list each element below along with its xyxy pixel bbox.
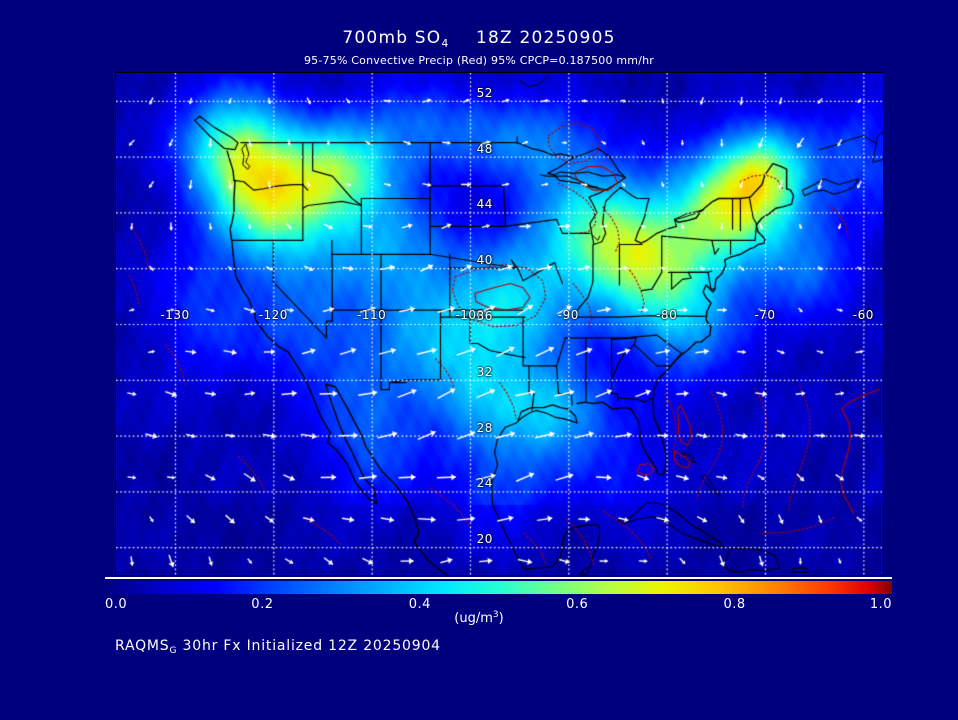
colorbar-tick-4: 0.8 [723, 597, 746, 612]
colorbar-tick-0: 0.0 [105, 597, 128, 612]
colorbar-tick-1: 0.2 [251, 597, 274, 612]
colorbar: 0.0 0.2 0.4 0.6 0.8 1.0 [105, 577, 892, 615]
model-name: RAQMS [115, 638, 170, 654]
title-valid-time: 18Z 20250905 [476, 28, 616, 48]
colorbar-tick-2: 0.4 [408, 597, 431, 612]
colorbar-ticks: 0.0 0.2 0.4 0.6 0.8 1.0 [105, 597, 892, 615]
map-panel[interactable]: -130 -120 -110 -100 -90 -80 -70 -60 20 24 28 32 36 40… [115, 72, 884, 576]
model-subscript: G [169, 646, 178, 656]
figure-title: 700mb SO4 18Z 20250905 [0, 28, 958, 50]
footer-caption: RAQMSG 30hr Fx Initialized 12Z 20250904 [115, 638, 441, 656]
colorbar-gradient [105, 581, 892, 594]
footer-forecast-info: 30hr Fx Initialized 12Z 20250904 [182, 638, 441, 654]
unit-superscript: 3 [492, 610, 499, 620]
title-variable: 700mb SO [342, 28, 442, 48]
colorbar-top-rule [105, 577, 892, 579]
unit-suffix: ) [498, 611, 504, 626]
figure-subtitle: 95-75% Convective Precip (Red) 95% CPCP=… [303, 54, 655, 67]
title-subscript: 4 [441, 37, 450, 50]
map-canvas [116, 73, 883, 575]
colorbar-tick-5: 1.0 [869, 597, 892, 612]
colorbar-tick-3: 0.6 [566, 597, 589, 612]
unit-prefix: (ug/m [454, 611, 493, 626]
colorbar-unit-label: (ug/m3) [0, 610, 958, 626]
